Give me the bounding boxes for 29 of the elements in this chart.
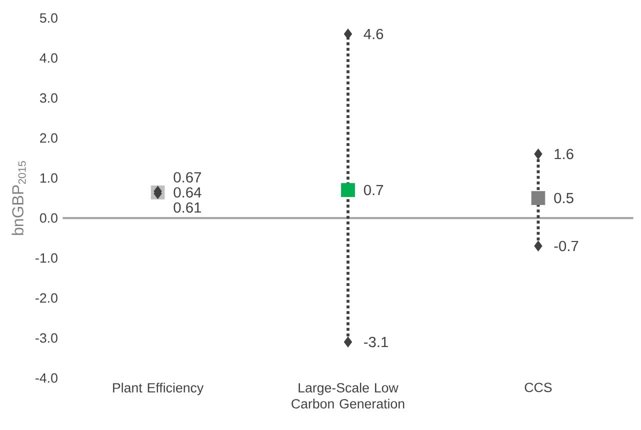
x-tick-label: CCS [524, 382, 552, 392]
data-label: 0.61 [174, 202, 201, 213]
y-tick-label: 3.0 [40, 93, 58, 103]
x-tick-label: Plant Efficiency [113, 382, 204, 396]
data-label: 0.67 [174, 172, 201, 182]
y-tick-label: -4.0 [36, 373, 58, 383]
point [344, 28, 352, 40]
point [341, 183, 355, 197]
data-label: 1.6 [554, 148, 574, 160]
y-tick-label: 1.0 [40, 173, 58, 183]
point [531, 191, 546, 205]
y-axis-title: bnGBP$_{2015}$ [12, 161, 26, 235]
point [344, 336, 352, 348]
y-tick-label: -1.0 [36, 253, 58, 263]
y-tick-label: 2.0 [40, 133, 58, 143]
data-label: 0.64 [174, 187, 202, 198]
data-label: 0.7 [364, 184, 384, 196]
y-tick-label: 0.0 [40, 213, 58, 223]
y-tick-label: 5.0 [40, 13, 58, 23]
data-label: 4.6 [364, 28, 384, 40]
data-label: -3.1 [364, 336, 388, 348]
point [534, 148, 542, 160]
point [534, 240, 542, 252]
data-label: 0.5 [554, 192, 574, 204]
y-tick-label: 4.0 [40, 53, 58, 63]
y-tick-label: -3.0 [36, 333, 58, 343]
x-tick-label: Large-Scale Low Carbon Generation [292, 382, 404, 408]
y-tick-label: -2.0 [36, 293, 58, 303]
data-label: -0.7 [554, 240, 578, 252]
